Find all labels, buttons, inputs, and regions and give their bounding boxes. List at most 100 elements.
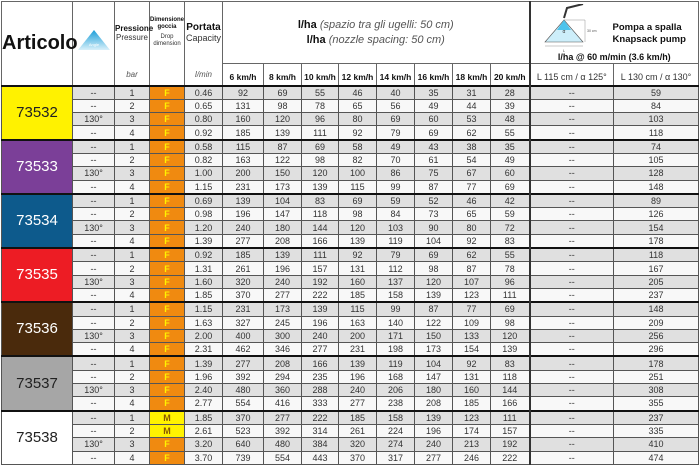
capacity-cell: 1.85 xyxy=(184,287,223,303)
table-row: -- 4 F 0.92 185 139 111 92 79 69 62 55 -- 118 xyxy=(2,125,700,141)
lha-10-cell: 111 xyxy=(301,247,339,263)
lha-14-cell: 274 xyxy=(376,437,415,452)
article-code: 73536 xyxy=(1,301,73,357)
knapsack-130-cell: 237 xyxy=(613,409,700,425)
knapsack-115-cell: -- xyxy=(528,207,615,222)
lha-10-cell: 235 xyxy=(301,369,339,385)
table-row: -- 4 F 1.85 370 277 222 185 158 139 123 111 -- 237 xyxy=(2,287,700,303)
pressure-cell: 3 xyxy=(114,437,150,452)
lha-14-cell: 70 xyxy=(376,152,415,168)
knapsack-115-cell: -- xyxy=(528,138,615,154)
lha-12-cell: 320 xyxy=(338,437,377,452)
lha-6-cell: 261 xyxy=(222,261,264,276)
drop-size-cell: F xyxy=(149,328,185,344)
lha-18-cell: 213 xyxy=(452,437,491,452)
pressure-cell: 1 xyxy=(114,301,150,317)
knapsack-130-cell: 335 xyxy=(613,423,700,439)
lha-20-cell: 35 xyxy=(489,138,531,154)
speed-header: 14 km/h xyxy=(376,63,415,86)
lha-6-cell: 163 xyxy=(222,152,264,168)
pressure-cell: 2 xyxy=(114,207,150,222)
angle-cell: 130° xyxy=(72,328,115,344)
knapsack-130-cell: 308 xyxy=(613,383,700,398)
svg-text:Angle: Angle xyxy=(88,42,99,47)
angle-cell: 130° xyxy=(72,112,115,127)
lha-12-cell: 69 xyxy=(338,192,377,209)
drop-size-cell: F xyxy=(149,261,185,276)
lha-12-cell: 196 xyxy=(338,369,377,385)
drop-size-cell: F xyxy=(149,166,185,181)
article-code: 73533 xyxy=(1,138,73,195)
lha-12-cell: 200 xyxy=(338,328,377,344)
lha-20-cell: 69 xyxy=(489,179,531,195)
pressure-cell: 3 xyxy=(114,383,150,398)
drop-size-cell: F xyxy=(149,138,185,154)
lha-20-cell: 111 xyxy=(489,409,531,425)
lha-6-cell: 554 xyxy=(222,396,264,412)
angle-cell: 130° xyxy=(72,166,115,181)
table-row: -- 4 F 2.77 554 416 333 277 238 208 185 166 -- 355 xyxy=(2,396,700,412)
angle-cell: -- xyxy=(72,192,115,209)
knapsack-130-cell: 103 xyxy=(613,112,700,127)
table-row: 130° 3 F 1.00 200 150 120 100 86 75 67 60 -- 128 xyxy=(2,166,700,181)
pressure-cell: 2 xyxy=(114,315,150,330)
lha-14-cell: 84 xyxy=(376,207,415,222)
lha-20-cell: 83 xyxy=(489,233,531,249)
pressure-cell: 3 xyxy=(114,220,150,235)
lha-12-cell: 92 xyxy=(338,125,377,141)
lha-6-cell: 160 xyxy=(222,112,264,127)
lha-14-cell: 158 xyxy=(376,409,415,425)
lha-16-cell: 69 xyxy=(414,247,453,263)
lha-16-cell: 87 xyxy=(414,301,453,317)
lha-20-cell: 72 xyxy=(489,220,531,235)
knapsack-115-cell: -- xyxy=(528,233,615,249)
lha-16-cell: 122 xyxy=(414,315,453,330)
angle-cell: -- xyxy=(72,342,115,357)
lha-16-cell: 147 xyxy=(414,369,453,385)
spacing-it: (spazio tra gli ugelli: 50 cm) xyxy=(319,18,454,31)
lha-20-cell: 144 xyxy=(489,383,531,398)
knapsack-115-cell: -- xyxy=(528,437,615,452)
lha-16-cell: 90 xyxy=(414,220,453,235)
lha-18-cell: 62 xyxy=(452,247,491,263)
capacity-cell: 0.82 xyxy=(184,152,223,168)
lha-10-cell: 192 xyxy=(301,274,339,289)
speed-header: 6 km/h xyxy=(222,63,264,86)
lha-8-cell: 180 xyxy=(263,220,302,235)
lha-header: l/ha (spazio tra gli ugelli: 50 cm) l/ha… xyxy=(221,1,531,64)
table-row: 130° 3 F 2.40 480 360 288 240 206 180 160 144 -- 308 xyxy=(2,383,700,398)
knapsack-130-cell: 256 xyxy=(613,328,700,344)
knapsack-130-cell: 205 xyxy=(613,274,700,289)
pressure-it: Pressione xyxy=(115,23,154,33)
angle-cell: -- xyxy=(72,179,115,195)
lha-18-cell: 92 xyxy=(452,355,491,371)
table-row: -- 2 M 2.61 523 392 314 261 224 196 174 157 -- 335 xyxy=(2,423,700,439)
drop-size-cell: F xyxy=(149,233,185,249)
lha-6-cell: 185 xyxy=(222,125,264,141)
lha-18-cell: 62 xyxy=(452,125,491,141)
pressure-cell: 1 xyxy=(114,84,150,100)
angle-cell: -- xyxy=(72,301,115,317)
pressure-cell: 4 xyxy=(114,179,150,195)
lha-18-cell: 54 xyxy=(452,152,491,168)
lha-14-cell: 317 xyxy=(376,450,415,465)
angle-cell: -- xyxy=(72,84,115,100)
lha-18-cell: 67 xyxy=(452,166,491,181)
lha-12-cell: 185 xyxy=(338,287,377,303)
pressure-unit: bar xyxy=(114,63,150,86)
angle-header: Angle xyxy=(72,1,115,86)
speed-header: 20 km/h xyxy=(489,63,531,86)
lha-10-cell: 314 xyxy=(301,423,339,439)
angle-cell: -- xyxy=(72,233,115,249)
lha-8-cell: 139 xyxy=(263,247,302,263)
drop-it: Dimensione goccia xyxy=(150,17,185,31)
capacity-cell: 2.00 xyxy=(184,328,223,344)
lha-18-cell: 133 xyxy=(452,328,491,344)
pressure-cell: 2 xyxy=(114,261,150,276)
lha-12-cell: 98 xyxy=(338,207,377,222)
lha-10-cell: 222 xyxy=(301,409,339,425)
lha-6-cell: 400 xyxy=(222,328,264,344)
lha-20-cell: 60 xyxy=(489,166,531,181)
lha-16-cell: 61 xyxy=(414,152,453,168)
lha-18-cell: 44 xyxy=(452,98,491,114)
